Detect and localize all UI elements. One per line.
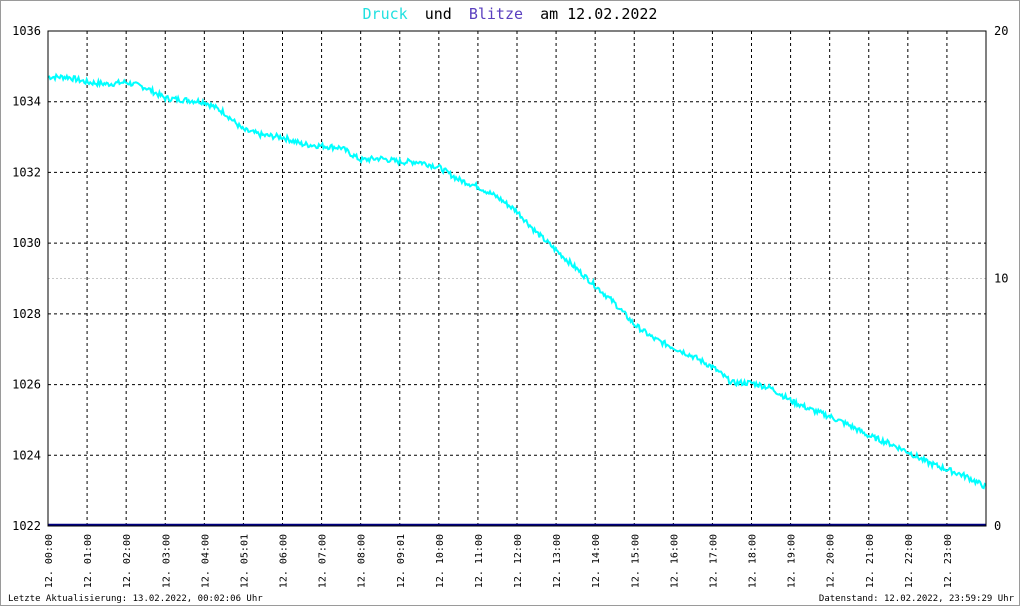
y-tick-label: 1024 bbox=[12, 448, 41, 462]
x-tick-label: 12. 06:00 bbox=[279, 534, 290, 588]
footer-last-update: Letzte Aktualisierung: 13.02.2022, 00:02… bbox=[8, 594, 263, 604]
x-tick-label: 12. 16:00 bbox=[669, 534, 680, 588]
chart-title: Druck und Blitze am 12.02.2022 bbox=[363, 5, 658, 23]
x-tick-label: 12. 02:00 bbox=[122, 534, 133, 588]
x-tick-label: 12. 05:01 bbox=[239, 534, 250, 588]
x-tick-label: 12. 00:00 bbox=[44, 534, 55, 588]
x-tick-label: 12. 10:00 bbox=[435, 534, 446, 588]
series-layer bbox=[47, 72, 987, 527]
title-and: und bbox=[425, 5, 452, 23]
title-pressure: Druck bbox=[363, 5, 408, 23]
x-tick-label: 12. 04:00 bbox=[200, 534, 211, 588]
y2-tick-label: 0 bbox=[994, 519, 1001, 533]
x-tick-label: 12. 20:00 bbox=[826, 534, 837, 588]
plot-border bbox=[47, 30, 987, 527]
y-axis-left: 1022 1024 1026 1028 1030 1032 1034 1036 bbox=[12, 24, 41, 533]
x-tick-label: 12. 23:00 bbox=[943, 534, 954, 588]
series-pressure bbox=[47, 72, 987, 490]
x-tick-label: 12. 12:00 bbox=[513, 534, 524, 588]
x-tick-label: 12. 07:00 bbox=[318, 534, 329, 588]
title-lightning: Blitze bbox=[469, 5, 523, 23]
footer-data-status: Datenstand: 12.02.2022, 23:59:29 Uhr bbox=[819, 594, 1015, 604]
x-tick-label: 12. 01:00 bbox=[83, 534, 94, 588]
x-tick-label: 12. 17:00 bbox=[708, 534, 719, 588]
y-tick-label: 1032 bbox=[12, 165, 41, 179]
x-tick-label: 12. 13:00 bbox=[552, 534, 563, 588]
x-tick-label: 12. 11:00 bbox=[474, 534, 485, 588]
y-tick-label: 1034 bbox=[12, 95, 41, 109]
x-axis: 12. 00:00 12. 01:00 12. 02:00 12. 03:00 12. … bbox=[44, 534, 954, 588]
y-tick-label: 1022 bbox=[12, 519, 41, 533]
x-tick-label: 12. 21:00 bbox=[865, 534, 876, 588]
y-tick-label: 1030 bbox=[12, 236, 41, 250]
x-tick-label: 12. 08:00 bbox=[357, 534, 368, 588]
y-tick-label: 1036 bbox=[12, 24, 41, 38]
x-tick-label: 12. 19:00 bbox=[787, 534, 798, 588]
x-tick-label: 12. 15:00 bbox=[630, 534, 641, 588]
y-axis-right: 0 10 20 bbox=[994, 24, 1008, 533]
title-date: am 12.02.2022 bbox=[540, 5, 657, 23]
x-tick-label: 12. 14:00 bbox=[591, 534, 602, 588]
x-tick-label: 12. 18:00 bbox=[748, 534, 759, 588]
y2-tick-label: 20 bbox=[994, 24, 1008, 38]
grid bbox=[48, 31, 986, 526]
y-tick-label: 1026 bbox=[12, 378, 41, 392]
x-tick-label: 12. 09:01 bbox=[396, 534, 407, 588]
y2-tick-label: 10 bbox=[994, 272, 1008, 286]
x-tick-label: 12. 22:00 bbox=[904, 534, 915, 588]
x-tick-label: 12. 03:00 bbox=[161, 534, 172, 588]
y-tick-label: 1028 bbox=[12, 307, 41, 321]
